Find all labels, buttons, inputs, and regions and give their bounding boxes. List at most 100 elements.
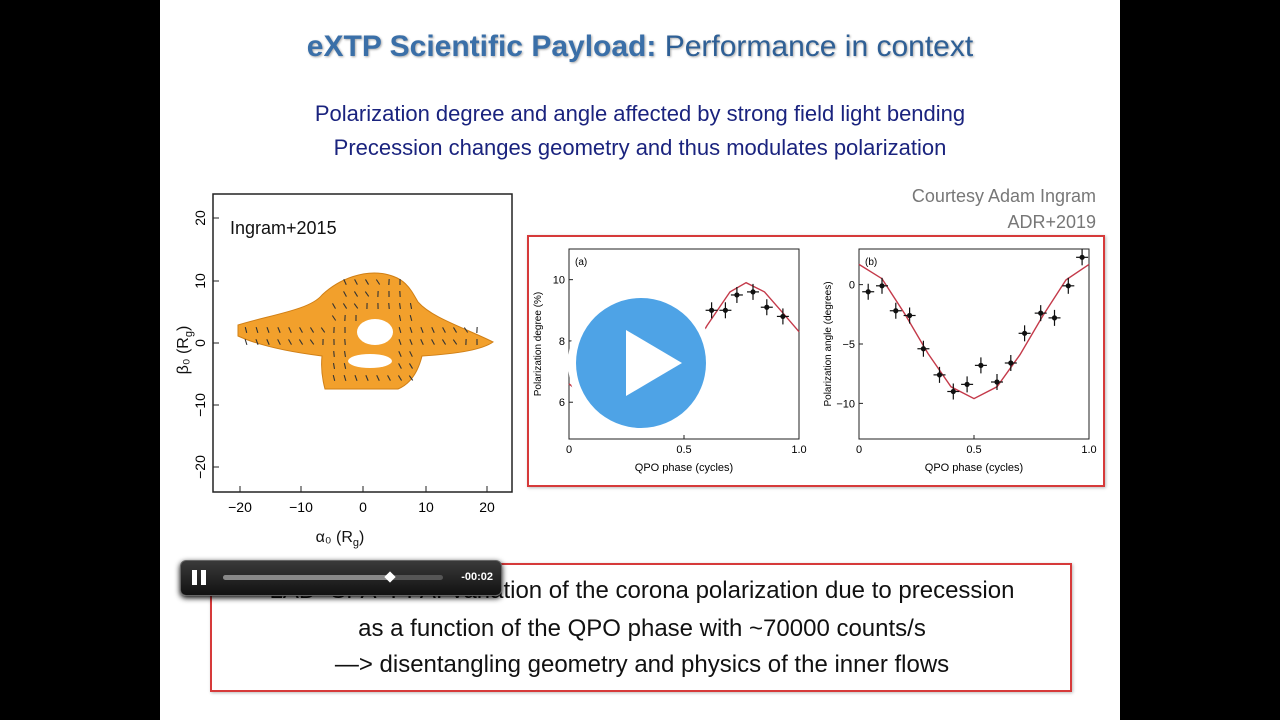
- disc-y-ticks: 20 10 0 −10 −20: [192, 210, 219, 479]
- courtesy-line-2: ADR+2019: [1007, 212, 1096, 232]
- polarization-vector: [365, 375, 369, 381]
- chart-y-axis-label: Polarization degree (%): [533, 292, 544, 397]
- polarization-vector: [299, 327, 303, 333]
- chart-x-axis-label: QPO phase (cycles): [925, 462, 1023, 474]
- polarization-vector: [309, 339, 315, 345]
- chart-y-tick-label: 8: [559, 336, 565, 348]
- polarization-vector: [409, 314, 413, 322]
- polarization-vector: [441, 339, 447, 345]
- polarization-vector: [342, 303, 348, 309]
- subtitle-line-2: Precession changes geometry and thus mod…: [333, 135, 947, 160]
- chart-x-tick-label: 1.0: [791, 444, 806, 456]
- polarization-vector: [442, 327, 446, 333]
- video-controls: -00:02: [180, 560, 502, 596]
- polarization-vector: [376, 375, 380, 381]
- polarization-vector: [431, 339, 435, 345]
- disc-y-axis-label: β₀ (Rg): [175, 326, 195, 375]
- polarization-vectors: [244, 278, 478, 382]
- polarization-vector: [266, 326, 270, 334]
- disc-polarization-figure: Ingram+2015 −20 −10 0 10 20 20 10 0 −10 −20 α₀ (…: [175, 193, 513, 549]
- disc-y-tick-label: −20: [192, 455, 208, 479]
- data-point: [1004, 355, 1017, 371]
- chart-x-tick-label: 0.5: [676, 444, 691, 456]
- data-point: [776, 308, 789, 325]
- disc-x-tick-label: 0: [359, 499, 367, 515]
- chart-y-axis-label: Polarization angle (degrees): [823, 281, 834, 406]
- model-curve: [858, 263, 1090, 400]
- play-icon: [626, 330, 682, 396]
- polarization-vector: [409, 339, 413, 345]
- polarization-vector: [255, 326, 259, 334]
- chart-y-tick-label: 0: [849, 280, 855, 292]
- polarization-vector: [354, 374, 358, 382]
- data-point: [961, 376, 974, 393]
- polarization-vector: [452, 339, 458, 345]
- slide-title: eXTP Scientific Payload: Performance in …: [160, 30, 1120, 64]
- slide-title-bold: eXTP Scientific Payload:: [306, 30, 657, 63]
- disc-y-tick-label: 10: [192, 273, 208, 289]
- chart-y-tick-label: 6: [559, 397, 565, 409]
- polarization-vector: [364, 291, 370, 297]
- data-point: [876, 277, 888, 294]
- polarization-vector: [398, 338, 402, 346]
- polarization-vector: [387, 375, 391, 381]
- polarization-vector: [343, 291, 347, 297]
- polarization-vector: [320, 327, 326, 333]
- seek-progress: [223, 575, 391, 580]
- polarization-vector: [277, 327, 281, 333]
- seek-handle[interactable]: [384, 571, 396, 583]
- seek-bar[interactable]: [223, 575, 443, 580]
- chart-x-axis-label: QPO phase (cycles): [635, 462, 733, 474]
- polarization-vector: [244, 338, 248, 346]
- polarization-vector: [431, 327, 435, 333]
- data-point: [889, 302, 902, 319]
- data-point: [1062, 277, 1075, 294]
- courtesy-line-1: Courtesy Adam Ingram: [911, 186, 1096, 206]
- polarization-vector: [420, 339, 424, 345]
- polarization-vector: [244, 326, 248, 334]
- polarization-vector: [288, 339, 292, 345]
- data-point: [747, 283, 759, 300]
- chart-y-tick-label: −5: [842, 339, 855, 351]
- polarization-vector: [354, 279, 358, 285]
- disc-lower-hole: [348, 354, 392, 368]
- polarization-vector: [343, 374, 347, 382]
- disc-x-tick-label: 10: [418, 499, 434, 515]
- disc-x-tick-label: −10: [289, 499, 313, 515]
- data-point: [917, 340, 930, 357]
- polarization-vector: [453, 327, 457, 333]
- polarization-vector: [331, 315, 337, 321]
- polarization-vector: [343, 362, 347, 370]
- polarization-vector: [409, 363, 413, 369]
- polarization-vector: [398, 314, 402, 322]
- summary-line-3: —> disentangling geometry and physics of…: [334, 651, 950, 678]
- polarization-vector: [332, 374, 336, 382]
- data-point: [903, 307, 916, 324]
- data-point: [1034, 305, 1047, 322]
- polarization-vector: [255, 338, 259, 346]
- chart-x-tick-label: 0.5: [966, 444, 981, 456]
- data-point: [933, 366, 946, 383]
- time-remaining: -00:02: [461, 571, 493, 583]
- data-point: [862, 283, 875, 300]
- data-point: [760, 299, 773, 316]
- data-point: [991, 374, 1003, 390]
- polarization-vector: [409, 302, 413, 310]
- polarization-vector: [408, 375, 414, 381]
- data-point: [1076, 249, 1089, 266]
- chart-x-tick-label: 1.0: [1081, 444, 1096, 456]
- pause-button[interactable]: [191, 569, 207, 587]
- chart-frame: [858, 248, 1090, 440]
- polarization-vector: [298, 339, 304, 345]
- chart-y-tick-label: 10: [553, 275, 565, 287]
- play-overlay-button[interactable]: [568, 290, 714, 436]
- polarization-vector: [353, 291, 359, 297]
- polarization-vector: [398, 351, 402, 357]
- disc-x-ticks: −20 −10 0 10 20: [228, 486, 495, 515]
- polarization-vector: [344, 350, 346, 358]
- polarization-vector: [353, 303, 359, 309]
- polarization-vector: [398, 363, 402, 369]
- polarization-vector: [332, 303, 336, 309]
- disc-y-tick-label: 20: [192, 210, 208, 226]
- subtitle-line-1: Polarization degree and angle affected b…: [314, 101, 966, 126]
